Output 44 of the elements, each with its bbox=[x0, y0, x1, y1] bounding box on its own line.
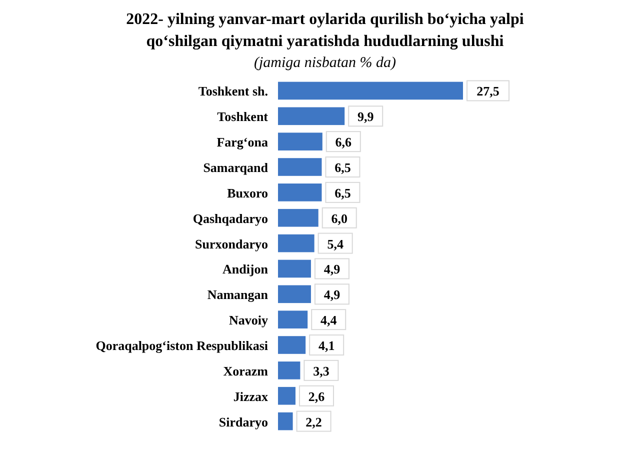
y-tick-label: Jizzax bbox=[233, 388, 268, 404]
chart-subtitle: (jamiga nisbatan % da) bbox=[254, 55, 396, 71]
bar bbox=[278, 285, 311, 304]
data-label: 2,2 bbox=[306, 414, 322, 430]
chart-title: 2022- yilning yanvar-mart oylarida qurilish bo‘yicha yalpi qo‘shilgan qiymatni yaratishda hududlarning ulushi bbox=[126, 11, 524, 50]
y-tick-label: Sirdaryo bbox=[218, 414, 268, 430]
data-label: 4,9 bbox=[324, 287, 341, 302]
data-label: 5,4 bbox=[327, 236, 344, 252]
bar bbox=[278, 260, 311, 278]
data-label: 6,0 bbox=[331, 210, 348, 226]
bar bbox=[278, 412, 293, 430]
y-tick-label: Qoraqalpog‘iston Respublikasi bbox=[96, 338, 268, 353]
y-tick-label: Xorazm bbox=[223, 363, 268, 378]
bar bbox=[278, 82, 463, 100]
y-tick-label: Andijon bbox=[222, 262, 269, 277]
bar bbox=[278, 132, 322, 150]
y-tick-label: Samarqand bbox=[203, 160, 269, 175]
data-label: 6,6 bbox=[335, 134, 352, 150]
y-tick-label: Toshkent sh. bbox=[198, 84, 268, 99]
data-label: 4,9 bbox=[324, 262, 341, 277]
y-tick-label: Namangan bbox=[207, 287, 269, 302]
data-label: 3,3 bbox=[313, 363, 330, 378]
bar bbox=[278, 362, 300, 380]
data-label: 27,5 bbox=[476, 84, 500, 99]
data-label: 4,4 bbox=[320, 312, 338, 328]
bar bbox=[278, 158, 322, 176]
data-label: 4,1 bbox=[318, 338, 335, 353]
data-label: 9,9 bbox=[357, 109, 374, 124]
data-label: 6,5 bbox=[334, 160, 352, 175]
y-tick-label: Buxoro bbox=[227, 185, 268, 200]
bar bbox=[278, 234, 314, 252]
data-label: 6,5 bbox=[334, 185, 352, 200]
y-tick-label: Qashqadaryo bbox=[192, 210, 268, 226]
y-tick-label: Surxondaryo bbox=[195, 236, 268, 252]
bar bbox=[278, 310, 308, 328]
data-label: 2,6 bbox=[308, 388, 326, 404]
bar bbox=[278, 336, 306, 354]
y-tick-label: Farg‘ona bbox=[216, 134, 268, 150]
bar bbox=[278, 386, 296, 405]
bar bbox=[278, 107, 345, 126]
bar bbox=[278, 208, 318, 227]
y-tick-label: Navoiy bbox=[229, 312, 268, 328]
bar bbox=[278, 184, 322, 202]
y-tick-label: Toshkent bbox=[217, 109, 269, 124]
